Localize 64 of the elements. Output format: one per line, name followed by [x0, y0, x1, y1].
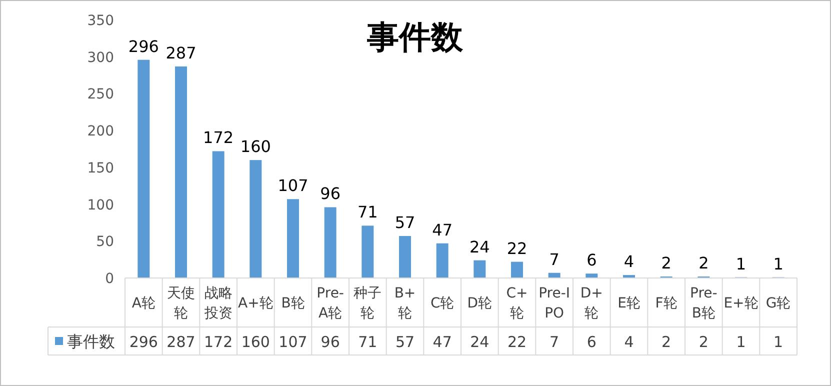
x-tick-label: C轮 — [430, 296, 454, 312]
text: 296 — [129, 333, 158, 351]
text: 24 — [470, 333, 490, 351]
x-tick-label: F轮 — [655, 296, 678, 312]
data-label: 160 — [240, 137, 271, 156]
data-label: 4 — [624, 252, 634, 272]
text: 71 — [358, 333, 378, 351]
data-label: 1 — [773, 254, 784, 274]
x-tick-label: Pre-IPO — [538, 286, 570, 322]
data-label: 71 — [357, 202, 378, 222]
data-label: 47 — [432, 220, 453, 240]
x-tick-label: D轮 — [467, 296, 492, 312]
x-tick-label: E轮 — [618, 296, 640, 312]
x-tick-label: 战略投资 — [203, 286, 232, 322]
data-label: 296 — [128, 36, 159, 56]
x-tick-label: E+轮 — [724, 296, 758, 312]
data-label: 7 — [549, 250, 560, 269]
text: 160 — [241, 333, 270, 351]
x-tick-label: A轮 — [132, 296, 156, 312]
y-tick-label: 200 — [87, 124, 114, 140]
y-tick-label: 150 — [87, 160, 114, 176]
x-tick-label: 天使轮 — [167, 286, 195, 322]
data-label: 1 — [736, 254, 746, 274]
data-label: 24 — [469, 237, 490, 256]
text: 287 — [166, 333, 196, 351]
y-tick-label: 100 — [87, 197, 114, 214]
y-tick-label: 300 — [87, 50, 114, 66]
data-label: 6 — [586, 250, 597, 270]
data-label: 2 — [698, 254, 709, 273]
x-tick-label: D+轮 — [580, 286, 603, 322]
text: 6 — [586, 333, 596, 351]
text: 47 — [432, 333, 452, 351]
data-label: 22 — [506, 238, 528, 258]
y-tick-label: 250 — [87, 86, 114, 103]
x-tick-label: Pre-A轮 — [316, 286, 344, 322]
text: 1 — [774, 333, 784, 351]
x-tick-label: A+轮 — [238, 296, 274, 312]
text: 4 — [624, 333, 634, 351]
data-label: 172 — [203, 128, 234, 148]
x-tick-label: B轮 — [281, 296, 305, 312]
x-tick-label: C+轮 — [506, 286, 528, 322]
x-tick-label: B+轮 — [394, 286, 416, 322]
text: 96 — [320, 333, 340, 351]
x-tick-label: Pre-B轮 — [690, 286, 718, 322]
text: 1 — [736, 333, 746, 351]
y-tick-label: 0 — [105, 271, 114, 287]
data-label: 96 — [320, 184, 341, 204]
legend-label: 事件数 — [67, 332, 115, 351]
y-tick-label: 350 — [87, 13, 114, 29]
data-label: 107 — [278, 176, 308, 196]
text: 7 — [550, 333, 560, 351]
y-tick-label: 50 — [96, 234, 114, 250]
text: 172 — [204, 333, 233, 351]
text: 2 — [698, 333, 708, 351]
text: 57 — [395, 333, 415, 351]
x-tick-label: 种子轮 — [354, 286, 382, 322]
data-label: 57 — [394, 212, 416, 232]
data-label: 287 — [166, 43, 196, 62]
data-label: 2 — [661, 254, 672, 273]
text: 2 — [662, 333, 672, 351]
text: 107 — [278, 333, 308, 351]
x-tick-label: G轮 — [766, 296, 791, 312]
chart-title: 事件数 — [366, 18, 464, 56]
text: 22 — [507, 333, 527, 351]
